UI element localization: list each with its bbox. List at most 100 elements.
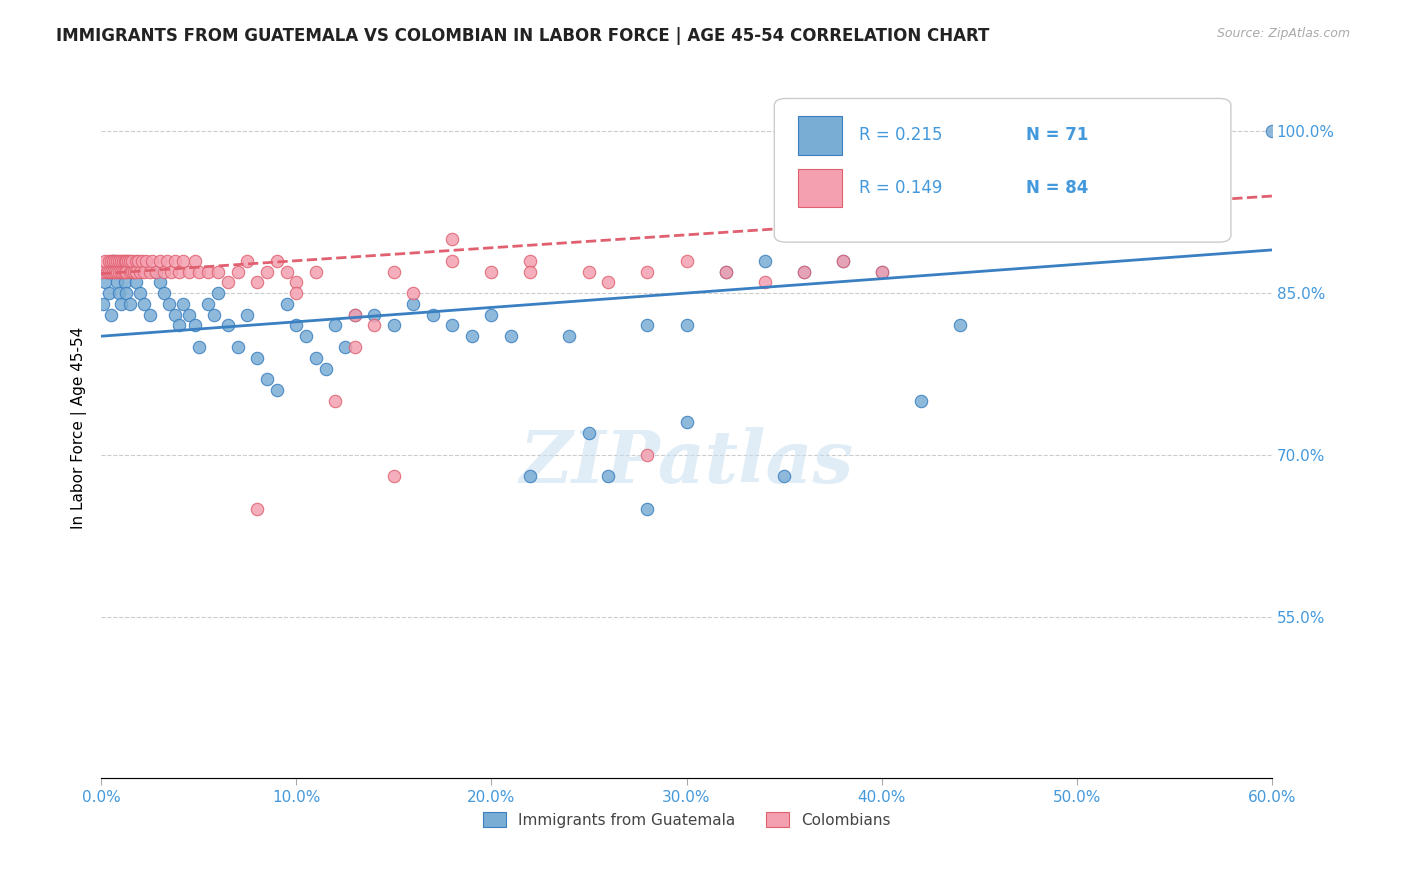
Colombians: [276, 264, 298, 278]
Text: ZIPatlas: ZIPatlas: [519, 427, 853, 499]
Immigrants from Guatemala: [217, 318, 239, 333]
Colombians: [105, 253, 128, 268]
Colombians: [578, 264, 600, 278]
Immigrants from Guatemala: [519, 469, 541, 483]
Legend: Immigrants from Guatemala, Colombians: Immigrants from Guatemala, Colombians: [477, 805, 897, 834]
Colombians: [519, 264, 541, 278]
Immigrants from Guatemala: [91, 297, 114, 311]
Immigrants from Guatemala: [773, 469, 796, 483]
Immigrants from Guatemala: [949, 318, 972, 333]
Immigrants from Guatemala: [101, 253, 124, 268]
Colombians: [111, 264, 134, 278]
Colombians: [104, 264, 127, 278]
Immigrants from Guatemala: [637, 318, 659, 333]
Colombians: [675, 253, 697, 268]
Immigrants from Guatemala: [714, 264, 737, 278]
Bar: [797, 116, 842, 154]
Immigrants from Guatemala: [870, 264, 893, 278]
Colombians: [132, 264, 155, 278]
Colombians: [441, 253, 464, 268]
Colombians: [121, 264, 143, 278]
Immigrants from Guatemala: [236, 308, 259, 322]
Immigrants from Guatemala: [111, 264, 134, 278]
Colombians: [172, 253, 194, 268]
Colombians: [104, 253, 127, 268]
Immigrants from Guatemala: [149, 275, 172, 289]
Text: N = 84: N = 84: [1026, 179, 1088, 197]
Immigrants from Guatemala: [675, 416, 697, 430]
Immigrants from Guatemala: [343, 308, 366, 322]
Colombians: [127, 253, 149, 268]
Immigrants from Guatemala: [754, 253, 776, 268]
Text: R = 0.215: R = 0.215: [859, 126, 942, 144]
Colombians: [226, 264, 249, 278]
Colombians: [714, 264, 737, 278]
Immigrants from Guatemala: [461, 329, 484, 343]
Bar: [797, 169, 842, 207]
Immigrants from Guatemala: [831, 253, 853, 268]
Immigrants from Guatemala: [598, 469, 620, 483]
Colombians: [246, 275, 269, 289]
Colombians: [114, 264, 136, 278]
Immigrants from Guatemala: [114, 275, 136, 289]
Colombians: [139, 264, 162, 278]
Immigrants from Guatemala: [402, 297, 425, 311]
Colombians: [793, 264, 815, 278]
Y-axis label: In Labor Force | Age 45-54: In Labor Force | Age 45-54: [72, 326, 87, 529]
Colombians: [111, 253, 134, 268]
Immigrants from Guatemala: [115, 286, 138, 301]
Immigrants from Guatemala: [266, 383, 288, 397]
Colombians: [141, 253, 163, 268]
Colombians: [125, 264, 148, 278]
Colombians: [382, 469, 405, 483]
Colombians: [110, 264, 132, 278]
Immigrants from Guatemala: [110, 297, 132, 311]
Colombians: [110, 253, 132, 268]
Immigrants from Guatemala: [132, 297, 155, 311]
Immigrants from Guatemala: [305, 351, 328, 365]
Colombians: [107, 253, 129, 268]
Colombians: [285, 286, 308, 301]
Immigrants from Guatemala: [637, 501, 659, 516]
Text: N = 71: N = 71: [1026, 126, 1088, 144]
Colombians: [197, 264, 219, 278]
Colombians: [124, 264, 146, 278]
Colombians: [120, 264, 142, 278]
Colombians: [382, 264, 405, 278]
Immigrants from Guatemala: [422, 308, 444, 322]
Colombians: [100, 253, 122, 268]
Colombians: [207, 264, 229, 278]
Immigrants from Guatemala: [382, 318, 405, 333]
Immigrants from Guatemala: [129, 286, 152, 301]
Immigrants from Guatemala: [184, 318, 207, 333]
Colombians: [305, 264, 328, 278]
Colombians: [323, 393, 346, 408]
Colombians: [115, 264, 138, 278]
Colombians: [363, 318, 385, 333]
Colombians: [100, 264, 122, 278]
Colombians: [177, 264, 200, 278]
Colombians: [441, 232, 464, 246]
Immigrants from Guatemala: [256, 372, 278, 386]
Colombians: [115, 253, 138, 268]
Colombians: [187, 264, 209, 278]
Colombians: [256, 264, 278, 278]
Immigrants from Guatemala: [323, 318, 346, 333]
Immigrants from Guatemala: [363, 308, 385, 322]
Colombians: [120, 253, 142, 268]
Immigrants from Guatemala: [167, 318, 190, 333]
Immigrants from Guatemala: [793, 264, 815, 278]
Immigrants from Guatemala: [120, 297, 142, 311]
Colombians: [266, 253, 288, 268]
Text: IMMIGRANTS FROM GUATEMALA VS COLOMBIAN IN LABOR FORCE | AGE 45-54 CORRELATION CH: IMMIGRANTS FROM GUATEMALA VS COLOMBIAN I…: [56, 27, 990, 45]
Colombians: [117, 253, 139, 268]
Immigrants from Guatemala: [441, 318, 464, 333]
Colombians: [97, 253, 120, 268]
Colombians: [285, 275, 308, 289]
Colombians: [831, 253, 853, 268]
Colombians: [97, 264, 120, 278]
Colombians: [402, 286, 425, 301]
Colombians: [519, 253, 541, 268]
Colombians: [343, 340, 366, 354]
Colombians: [598, 275, 620, 289]
